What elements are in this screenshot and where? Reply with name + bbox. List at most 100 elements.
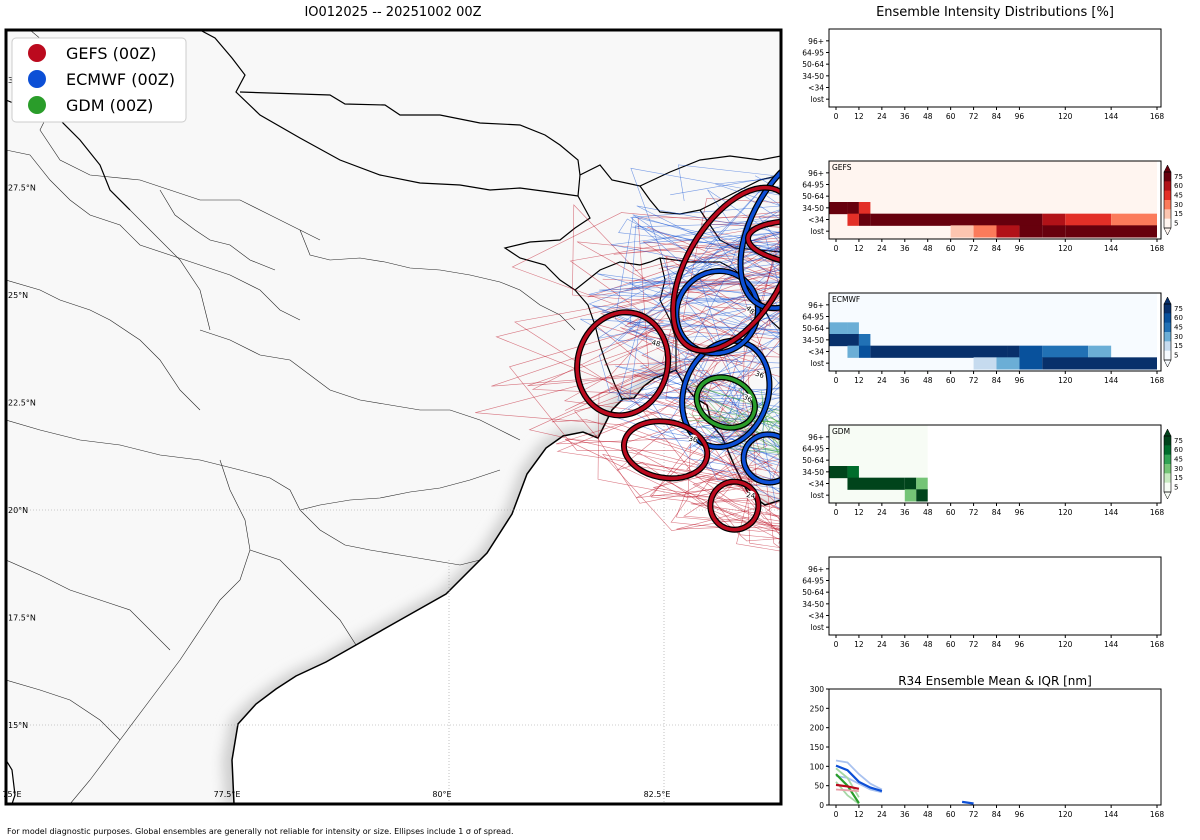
heatmap-y-tick: 34-50	[802, 468, 824, 477]
colorbar-label: 5	[1174, 351, 1178, 359]
heatmap-cell	[1042, 213, 1066, 226]
map-frame	[4, 28, 783, 806]
member-track-ecmwf	[580, 234, 781, 501]
heatmap-model-label: ECMWF	[832, 295, 860, 304]
lat-label: 17.5°N	[8, 614, 36, 623]
member-track-gefs	[531, 223, 781, 544]
colorbar-segment	[1164, 482, 1171, 493]
ellipse-hour-label: 48	[651, 339, 662, 349]
heatmap-x-tick: 120	[1058, 508, 1073, 517]
heatmap-x-tick: 96	[1015, 508, 1025, 517]
heatmap-cell	[950, 225, 974, 238]
r34-chart-title: R34 Ensemble Mean & IQR [nm]	[898, 674, 1092, 688]
heatmap-x-tick: 12	[854, 112, 864, 121]
member-track-ecmwf	[588, 167, 781, 448]
member-track-gdm	[762, 395, 781, 450]
colorbar-segment	[1164, 181, 1171, 191]
colorbar-label: 15	[1174, 210, 1183, 218]
heatmap-x-tick: 72	[969, 244, 979, 253]
member-track-gefs	[572, 204, 781, 523]
intensity-heatmap-blank-bottom: 96+ 64-95 50-64 34-50 <34 lost 0 12 24 36 48 60 72 84…	[802, 556, 1164, 649]
r34-x-tick: 12	[854, 810, 864, 819]
heatmap-cell	[847, 213, 859, 226]
r34-series-line	[835, 775, 883, 794]
member-track-ecmwf	[616, 189, 781, 464]
member-track-ecmwf	[678, 164, 781, 474]
heatmap-x-tick: 84	[992, 508, 1002, 517]
member-track-ecmwf	[601, 209, 781, 433]
heatmap-model-label: GDM	[832, 427, 850, 436]
heatmap-x-tick: 72	[969, 112, 979, 121]
heatmap-y-tick: 96+	[808, 169, 824, 178]
heatmap-y-tick: lost	[810, 359, 824, 368]
heatmap-cell	[847, 466, 859, 479]
member-track-ecmwf	[697, 241, 781, 479]
colorbar-segment	[1164, 209, 1171, 219]
member-track-ecmwf	[598, 290, 781, 407]
ellipse-hour-label: 36	[754, 370, 766, 381]
r34-x-tick: 48	[923, 810, 933, 819]
lon-label: 77.5°E	[214, 790, 241, 799]
colorbar-segment	[1164, 332, 1171, 342]
colorbar-label: 75	[1174, 437, 1183, 445]
heatmap-y-tick: lost	[810, 227, 824, 236]
colorbar-segment	[1164, 190, 1171, 201]
heatmap-y-tick: 50-64	[802, 324, 824, 333]
heatmap-y-tick: 64-95	[802, 577, 824, 586]
member-track-gefs	[597, 268, 781, 522]
r34-x-tick: 96	[1015, 810, 1025, 819]
heatmap-cell	[829, 322, 848, 335]
track-map[interactable]: 012243601224364872960122436487296	[6, 30, 1056, 804]
heatmap-cell	[847, 345, 859, 358]
heatmap-y-tick: 96+	[808, 433, 824, 442]
heatmap-x-tick: 36	[900, 508, 910, 517]
heatmap-x-tick: 48	[923, 508, 933, 517]
r34-series-line	[835, 788, 859, 792]
heatmap-y-tick: <34	[808, 348, 824, 357]
colorbar-segment	[1164, 445, 1171, 455]
heatmap-x-tick: 144	[1104, 508, 1119, 517]
heatmap-cell	[847, 202, 859, 215]
heatmap-x-tick: 0	[834, 376, 839, 385]
heatmap-cell	[904, 489, 917, 502]
heatmap-x-tick: 36	[900, 640, 910, 649]
colorbar-segment	[1164, 304, 1171, 314]
colorbar-label: 30	[1174, 333, 1183, 341]
ellipse-ecmwf: 12	[875, 511, 920, 552]
heatmap-y-tick: lost	[810, 623, 824, 632]
heatmap-y-tick: <34	[808, 216, 824, 225]
heatmap-x-tick: 24	[877, 376, 887, 385]
heatmap-cell	[973, 357, 997, 370]
heatmap-y-tick: 64-95	[802, 181, 824, 190]
member-track-gefs	[620, 240, 781, 532]
ellipse-hour-label: 12	[899, 523, 910, 533]
heatmap-x-tick: 12	[854, 508, 864, 517]
heatmap-x-tick: 72	[969, 640, 979, 649]
colorbar-label: 45	[1174, 455, 1183, 463]
member-track-ecmwf	[627, 214, 781, 485]
ellipse-gefs: 72	[670, 184, 781, 354]
heatmap-cell	[916, 477, 928, 490]
colorbar-label: 5	[1174, 483, 1178, 491]
heatmap-x-tick: 96	[1015, 112, 1025, 121]
heatmap-y-tick: 50-64	[802, 588, 824, 597]
r34-y-tick: 150	[810, 743, 825, 752]
colorbar-label: 75	[1174, 305, 1183, 313]
r34-series-line	[835, 783, 860, 790]
heatmap-x-tick: 120	[1058, 640, 1073, 649]
colorbar-segment	[1164, 172, 1171, 182]
heatmap-cell	[1042, 225, 1066, 238]
heatmap-x-tick: 12	[854, 244, 864, 253]
heatmap-x-tick: 144	[1104, 640, 1119, 649]
member-track-gdm	[753, 418, 781, 454]
r34-x-tick: 0	[834, 810, 839, 819]
colorbar-segment	[1164, 200, 1171, 210]
legend-marker-gdm	[28, 96, 46, 114]
heatmap-x-tick: 60	[946, 376, 956, 385]
heatmap-cell	[996, 225, 1020, 238]
heatmap-y-tick: 50-64	[802, 60, 824, 69]
r34-y-tick: 100	[810, 762, 825, 771]
map-title: IO012025 -- 20251002 00Z	[304, 5, 481, 20]
member-track-ecmwf	[628, 288, 781, 437]
